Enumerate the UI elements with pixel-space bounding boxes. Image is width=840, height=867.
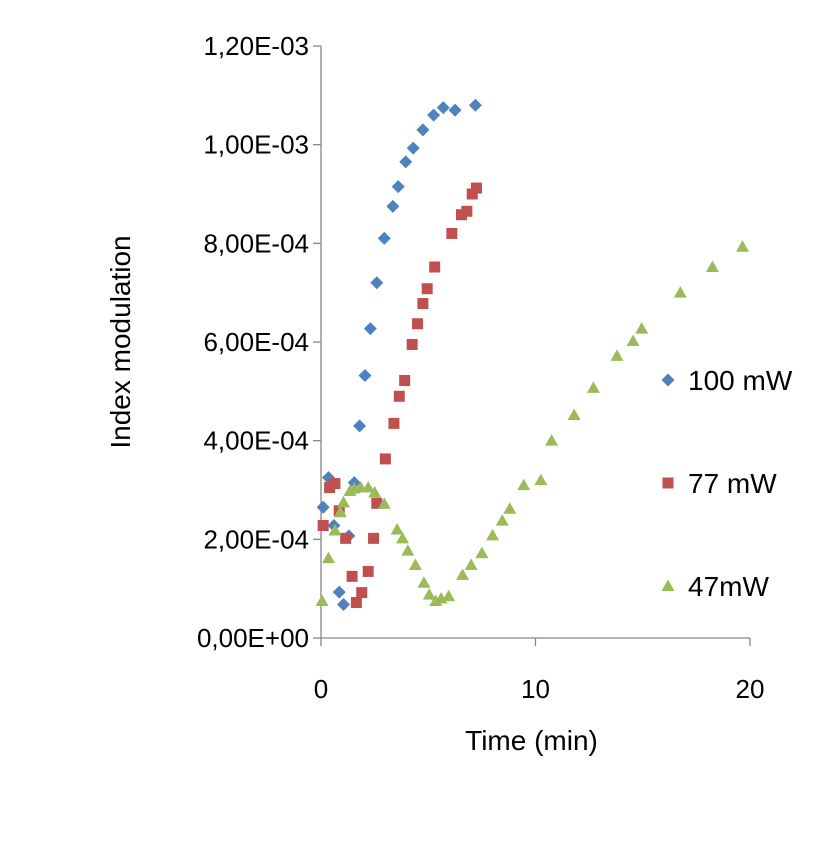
data-point	[322, 551, 336, 564]
series-0	[316, 98, 482, 611]
data-point	[534, 473, 548, 486]
data-point	[377, 231, 391, 245]
legend-label: 77 mW	[688, 468, 777, 499]
data-point	[406, 141, 420, 155]
data-point	[337, 495, 351, 508]
data-point	[464, 558, 478, 570]
x-tick-label: 20	[736, 674, 765, 704]
y-tick-label: 4,00E-04	[203, 426, 309, 456]
data-point	[390, 522, 404, 535]
data-point	[361, 481, 375, 493]
data-point	[346, 570, 358, 582]
x-tick-label: 0	[314, 674, 328, 704]
data-point	[337, 597, 351, 611]
data-point	[316, 500, 330, 514]
series-1	[317, 182, 483, 608]
data-point	[370, 276, 384, 290]
data-point	[517, 478, 531, 491]
data-point	[356, 587, 368, 599]
data-point	[427, 108, 441, 122]
legend-marker	[662, 477, 674, 489]
data-point	[673, 286, 687, 298]
data-point	[315, 594, 329, 606]
data-point	[332, 585, 346, 599]
data-point	[417, 298, 429, 310]
data-point	[399, 155, 413, 169]
data-point	[475, 546, 489, 559]
data-point	[486, 528, 500, 541]
axes	[320, 46, 750, 639]
data-point	[340, 532, 352, 544]
data-point	[408, 558, 422, 570]
data-point	[461, 205, 473, 217]
data-point	[422, 588, 436, 600]
legend-label: 47mW	[688, 571, 769, 602]
y-axis-title: Index modulation	[105, 235, 136, 448]
data-point	[396, 531, 410, 544]
legend: 100 mW 77 mW 47mW	[661, 365, 793, 602]
data-point	[471, 182, 483, 194]
data-point	[371, 497, 383, 509]
data-point	[421, 283, 433, 295]
data-point	[586, 381, 600, 393]
data-point	[495, 514, 509, 526]
data-point	[456, 568, 470, 580]
data-point	[377, 497, 391, 509]
data-point	[448, 103, 462, 117]
x-ticks: 0 10 20	[314, 638, 765, 704]
data-points	[315, 98, 749, 611]
y-tick-label: 1,20E-03	[203, 31, 309, 61]
data-point	[401, 544, 415, 556]
data-point	[386, 199, 400, 213]
data-point	[412, 318, 424, 330]
data-point	[406, 338, 418, 350]
data-point	[503, 502, 517, 514]
x-tick-label: 10	[521, 674, 550, 704]
data-point	[363, 322, 377, 336]
data-point	[429, 261, 441, 273]
y-tick-label: 2,00E-04	[203, 524, 309, 554]
data-point	[610, 349, 624, 361]
data-point	[393, 390, 405, 402]
y-tick-label: 6,00E-04	[203, 327, 309, 357]
data-point	[567, 408, 581, 421]
data-point	[626, 334, 640, 347]
data-point	[436, 101, 450, 115]
data-point	[333, 505, 347, 518]
data-point	[416, 123, 430, 137]
data-point	[442, 589, 456, 602]
legend-label: 100 mW	[688, 365, 793, 396]
data-point	[317, 520, 329, 532]
data-point	[446, 227, 458, 239]
data-point	[358, 369, 372, 383]
data-point	[705, 260, 719, 273]
data-point	[350, 596, 362, 608]
y-tick-label: 8,00E-04	[203, 228, 309, 258]
legend-marker	[661, 579, 675, 591]
data-point	[328, 523, 342, 536]
y-ticks: 0,00E+00 2,00E-04 4,00E-04 6,00E-04 8,00E-04…	[197, 31, 321, 653]
data-point	[417, 576, 431, 588]
data-point	[388, 417, 400, 429]
data-point	[468, 98, 482, 112]
series-2	[315, 240, 749, 606]
data-point	[545, 434, 559, 446]
y-tick-label: 1,00E-03	[203, 130, 309, 160]
legend-marker	[661, 373, 675, 387]
data-point	[399, 374, 411, 386]
data-point	[353, 419, 367, 433]
x-axis-title: Time (min)	[465, 725, 598, 756]
data-point	[635, 322, 649, 334]
data-point	[466, 188, 478, 200]
y-tick-label: 0,00E+00	[197, 623, 309, 653]
data-point	[391, 180, 405, 194]
data-point	[329, 478, 341, 490]
data-point	[368, 532, 380, 544]
data-point	[362, 565, 374, 577]
data-point	[735, 240, 749, 252]
data-point	[379, 453, 391, 465]
data-point	[368, 485, 382, 498]
